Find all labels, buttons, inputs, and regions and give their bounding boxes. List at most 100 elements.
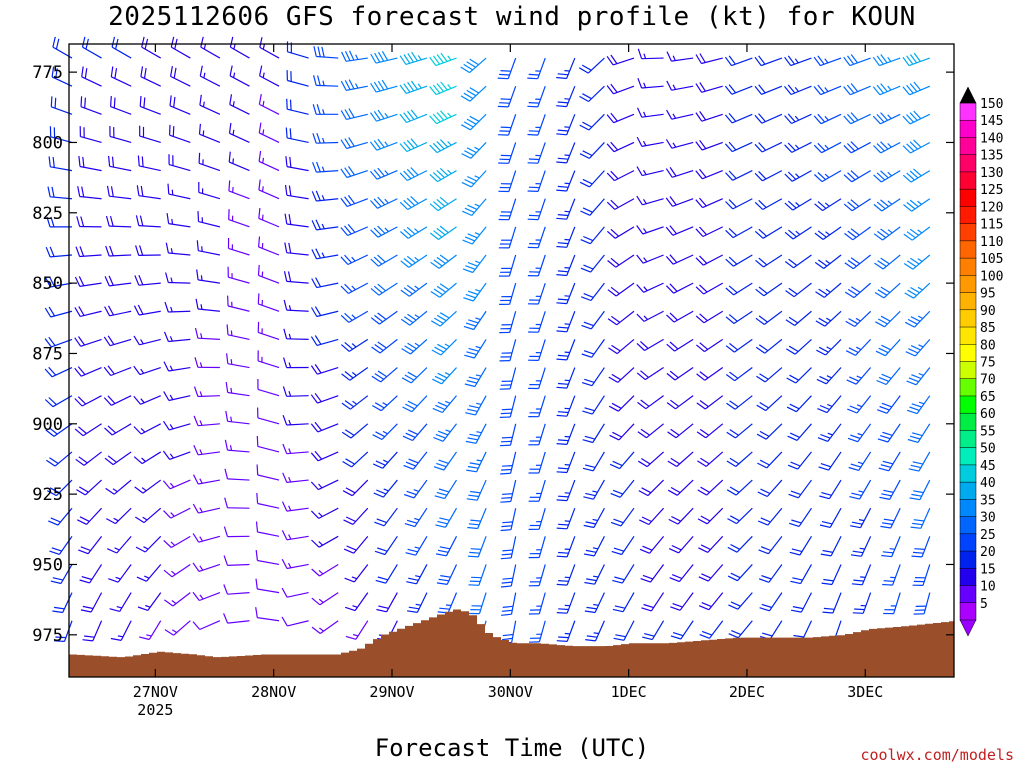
barb-feather [877,289,888,296]
wind-barb [198,182,221,200]
barb-feather [902,86,910,96]
wind-barb [80,96,102,115]
barb-feather [502,577,513,580]
barb-half-feather [170,306,173,313]
wind-barb [527,170,546,192]
barb-feather [468,494,479,498]
barb-feather [136,576,147,582]
barb-staff [588,142,605,159]
wind-barb [695,111,723,122]
barb-staff [109,225,132,228]
barb-feather [699,53,706,63]
barb-half-feather [142,516,148,521]
wind-barb [133,451,162,465]
wind-barb [582,451,605,472]
wind-barb [371,395,398,412]
barb-feather [906,143,915,152]
wind-barb [136,564,162,582]
barb-feather [284,242,288,253]
barb-feather [606,85,614,95]
barb-feather [311,249,318,260]
wind-barb [255,607,280,622]
barb-staff [227,592,250,595]
barb-feather [344,196,352,206]
barb-feather [374,52,381,63]
wind-barb [758,564,783,583]
wind-barb [312,133,339,144]
wind-barb [883,592,901,615]
barb-feather [223,584,229,595]
barb-staff [566,564,576,586]
barb-staff [446,564,458,585]
barb-feather [82,639,93,642]
barb-feather [817,113,826,123]
barb-feather [103,336,111,347]
barb-feather [913,519,925,522]
wind-barb [311,219,339,231]
barb-staff [794,338,812,355]
barb-feather [816,349,826,356]
barb-half-feather [169,482,175,488]
wind-barb [133,304,161,316]
barb-feather [405,403,415,410]
wind-barb [74,395,102,407]
barb-feather [436,112,445,121]
barb-feather [501,468,512,471]
wind-barb [813,84,842,96]
barb-feather [281,616,288,627]
wind-barb [784,170,812,182]
wind-barb [665,196,694,207]
barb-half-feather [321,223,325,230]
barb-feather [500,500,511,503]
barb-feather [850,199,860,207]
barb-feather [583,293,594,298]
wind-barb [225,410,250,425]
barb-feather [108,155,111,167]
barb-feather [465,412,476,416]
barb-feather [110,66,114,77]
barb-half-feather [287,562,292,569]
wind-barb [200,36,221,59]
barb-feather [439,517,450,521]
barb-feather [407,110,415,120]
wind-barb [369,138,398,151]
barb-staff [566,170,576,192]
barb-feather [133,305,140,316]
barb-feather [557,298,569,301]
barb-feather [310,423,319,433]
barb-feather [228,122,232,134]
barb-feather [729,342,738,351]
barb-half-feather [384,112,389,118]
barb-half-feather [140,368,145,374]
wind-barb [429,225,457,240]
barb-feather [843,144,852,154]
barb-feather [502,549,513,552]
wind-barb [726,395,753,410]
colorbar-swatch [959,430,977,449]
barb-feather [754,56,762,66]
wind-barb [583,479,605,500]
barb-feather [107,365,115,375]
barb-half-feather [672,142,677,148]
barb-feather [902,145,911,154]
barb-feather [432,378,442,385]
wind-barb [133,365,161,376]
wind-barb [78,156,102,172]
barb-staff [319,563,339,577]
barb-feather [697,518,708,525]
barb-staff [646,451,664,468]
wind-barb [902,52,930,67]
barb-feather [880,170,889,179]
barb-staff [678,535,694,554]
barb-staff [704,395,724,410]
barb-feather [229,94,233,105]
barb-half-feather [445,604,452,607]
barb-feather [699,197,707,207]
barb-half-feather [474,260,481,264]
barb-feather [850,170,860,179]
barb-half-feather [169,453,174,459]
wind-barb [696,338,724,353]
barb-feather [844,262,854,270]
barb-half-feather [384,170,389,175]
barb-staff [378,282,398,296]
